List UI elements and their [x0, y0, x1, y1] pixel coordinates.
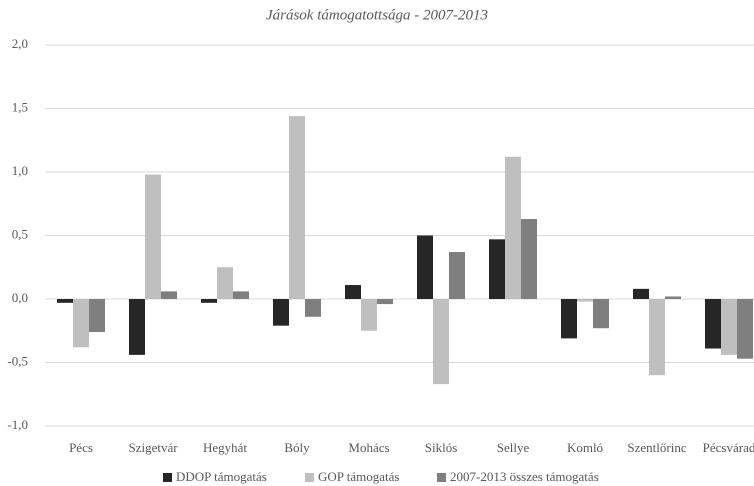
x-tick-label: Pécs — [69, 440, 93, 455]
legend-swatch — [305, 473, 314, 482]
bar — [633, 288, 649, 299]
y-tick-label: 1,5 — [12, 99, 28, 114]
chart-title: Járások támogatottsága - 2007-2013 — [266, 7, 488, 23]
x-tick-label: Komló — [567, 440, 603, 455]
bar — [577, 299, 593, 302]
bar — [737, 299, 753, 359]
y-tick-label: 2,0 — [12, 36, 28, 51]
bar — [377, 299, 393, 305]
legend-label: DDOP támogatás — [176, 469, 267, 484]
x-tick-label: Sellye — [497, 440, 530, 455]
bar — [593, 299, 609, 329]
bar — [201, 299, 217, 303]
x-tick-label: Siklós — [425, 440, 458, 455]
bar — [305, 299, 321, 317]
bar — [505, 156, 521, 299]
x-tick-label: Hegyhát — [203, 440, 247, 455]
y-tick-label: 0,0 — [12, 290, 28, 305]
legend-label: GOP támogatás — [318, 469, 399, 484]
bar — [89, 299, 105, 333]
x-tick-label: Bóly — [284, 440, 310, 455]
bar — [489, 239, 505, 299]
x-tick-label: Szigetvár — [128, 440, 178, 455]
bar — [289, 116, 305, 300]
bar — [361, 299, 377, 331]
bar — [449, 252, 465, 299]
bar — [649, 299, 665, 376]
bar — [161, 291, 177, 299]
y-tick-label: -1,0 — [7, 417, 28, 432]
x-tick-label: Pécsvárad — [703, 440, 754, 455]
x-tick-label: Szentlőrinc — [627, 440, 686, 455]
x-tick-label: Mohács — [348, 440, 389, 455]
legend-swatch — [163, 473, 172, 482]
y-tick-label: 1,0 — [12, 163, 28, 178]
bar — [273, 299, 289, 326]
bar — [145, 174, 161, 299]
bar — [433, 299, 449, 385]
bar — [73, 299, 89, 348]
bar — [705, 299, 721, 349]
bar — [345, 285, 361, 299]
legend-swatch — [437, 473, 446, 482]
bar — [561, 299, 577, 339]
bar — [721, 299, 737, 355]
y-tick-label: -0,5 — [7, 353, 28, 368]
bar — [57, 299, 73, 303]
bar — [217, 267, 233, 299]
bar — [233, 291, 249, 299]
y-tick-label: 0,5 — [12, 226, 28, 241]
bar — [129, 299, 145, 355]
bar — [521, 218, 537, 299]
bar — [665, 296, 681, 299]
bar — [417, 235, 433, 299]
legend-label: 2007-2013 összes támogatás — [450, 469, 599, 484]
